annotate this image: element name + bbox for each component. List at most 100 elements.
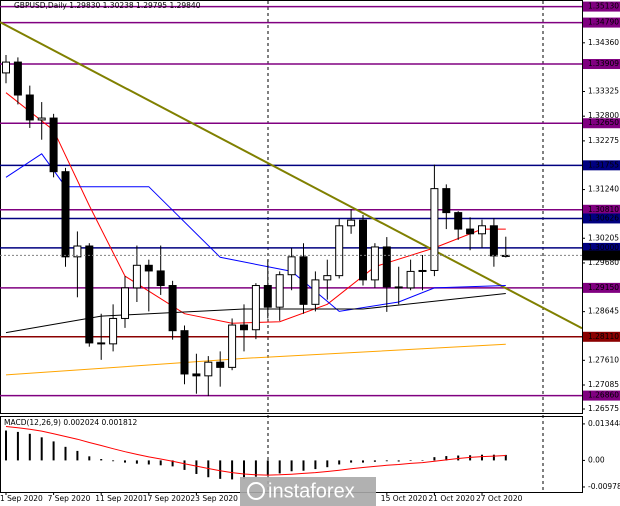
macd-bar (433, 457, 436, 461)
level-label: 1.26860 (588, 391, 619, 400)
y-tick-label: 1.33325 (588, 86, 619, 95)
candle-body (347, 219, 356, 227)
x-tick-label: 17 Sep 2020 (143, 494, 191, 503)
macd-bar (266, 460, 269, 476)
last-price-box (583, 250, 620, 261)
candle-body (442, 188, 451, 214)
y-tick-label: 1.29680 (588, 258, 619, 267)
candle-body (13, 61, 22, 96)
candle-body (406, 270, 415, 289)
macd-bar (338, 460, 341, 465)
macd-bar (457, 455, 460, 461)
watermark-logo (247, 482, 265, 500)
candle-body (228, 324, 237, 368)
macd-bar (362, 460, 364, 463)
macd-bar (5, 430, 7, 461)
y-tick-label: 1.31240 (588, 185, 619, 194)
candle-body (454, 212, 463, 230)
level-label-box (583, 331, 620, 342)
macd-bar (409, 460, 412, 461)
level-label: 1.32650 (588, 118, 619, 127)
candle-body (370, 246, 379, 281)
macd-bar (219, 460, 222, 479)
candle-body (287, 256, 296, 276)
watermark-box (240, 477, 376, 506)
y-tick-label: 1.30205 (588, 233, 619, 242)
macd-bar (183, 460, 186, 470)
level-label-box (583, 118, 620, 129)
indicator-line (0, 21, 582, 330)
candle-body (25, 94, 34, 121)
last-price-label: 1.29840 (588, 250, 619, 259)
macd-bar (290, 460, 293, 472)
y-tick-label: 1.32800 (588, 111, 619, 120)
macd-bar (481, 454, 483, 461)
candle-body (121, 287, 129, 319)
level-label: 1.29150 (588, 283, 619, 292)
macd-bar (88, 456, 91, 461)
level-label: 1.35130 (588, 2, 619, 11)
x-tick-label: 15 Oct 2020 (381, 494, 428, 503)
macd-bar (254, 460, 257, 477)
candle-body (430, 188, 439, 271)
indicator-line (5, 153, 506, 312)
macd-bar (278, 460, 281, 474)
macd-bar (76, 450, 79, 461)
candle-body (61, 171, 70, 258)
candle-body (49, 117, 58, 173)
level-label: 1.30000 (588, 243, 619, 252)
level-label-box (583, 1, 620, 12)
level-label-box (583, 390, 620, 401)
macd-bar (302, 460, 305, 471)
main-frame (0, 0, 583, 414)
chart-title: GBPUSD,Daily 1.29830 1.30238 1.29795 1.2… (14, 1, 201, 10)
candle-body (109, 317, 118, 345)
macd-bar (397, 460, 400, 462)
candle-body (73, 245, 82, 258)
level-label-box (583, 204, 620, 215)
macd-bar (64, 446, 67, 461)
macd-bar (171, 460, 174, 467)
level-label: 1.30626 (588, 213, 619, 222)
candle-body (240, 324, 248, 331)
y-tick-label: 1.27085 (588, 380, 619, 389)
y-tick-label: 1.32275 (588, 136, 619, 145)
candle-body (466, 228, 475, 235)
macd-bar (231, 460, 234, 480)
level-label-box (583, 213, 620, 224)
y-tick-label: 0.00 (588, 455, 605, 464)
macd-bar (445, 456, 448, 461)
macd-bar (504, 454, 507, 461)
macd-bar (16, 431, 19, 461)
level-label: 1.34790 (588, 18, 619, 27)
level-label: 1.30810 (588, 205, 619, 214)
macd-bar (385, 460, 388, 462)
x-tick-label: 7 Sep 2020 (48, 494, 91, 503)
candle-body (359, 219, 367, 281)
macd-bar (326, 460, 329, 468)
watermark: instaforex (240, 477, 376, 506)
candle-body (37, 117, 46, 121)
macd-bar (314, 460, 317, 470)
y-tick-label: -0.009786 (588, 482, 620, 491)
level-label-box (583, 17, 620, 28)
y-tick-label: 1.28645 (588, 307, 619, 316)
indicator-line (5, 343, 506, 376)
candle-body (2, 61, 10, 74)
candle-body (394, 286, 403, 289)
x-tick-label: 21 Oct 2020 (428, 494, 475, 503)
macd-bar (135, 460, 138, 464)
macd-bar (492, 454, 495, 461)
macd-bar (373, 460, 376, 462)
candle-body (132, 264, 141, 289)
macd-bar (350, 460, 353, 463)
level-label: 1.31755 (588, 160, 619, 169)
level-label-box (583, 282, 620, 293)
candle-body (489, 225, 498, 257)
candle-body (478, 225, 486, 235)
candle-body (418, 269, 427, 272)
candle-body (275, 274, 284, 308)
y-tick-label: 1.27610 (588, 355, 619, 364)
level-label-box (583, 242, 620, 253)
